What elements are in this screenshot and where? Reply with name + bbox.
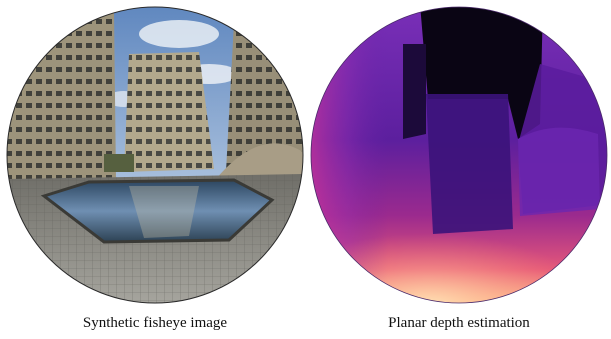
caption-fisheye-image: Synthetic fisheye image <box>82 315 228 331</box>
fisheye-image-panel <box>4 4 306 306</box>
fisheye-image <box>6 6 304 304</box>
depth-map-panel <box>308 4 610 306</box>
caption-depth-estimation: Planar depth estimation <box>388 315 530 331</box>
near-ground <box>311 174 607 303</box>
far-region <box>420 7 543 139</box>
depth-map <box>310 6 608 304</box>
pool-water <box>44 180 272 242</box>
center-tower <box>124 52 214 172</box>
